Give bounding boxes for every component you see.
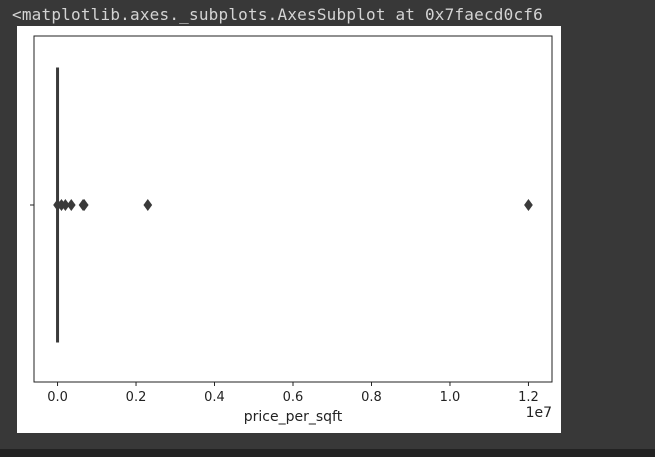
- x-axis-label: price_per_sqft: [244, 409, 343, 425]
- x-tick-label: 1.0: [440, 390, 461, 405]
- outlier-point: [524, 198, 533, 212]
- boxplot-chart: 0.0 0.2 0.4 0.6 0.8 1.0 1.2 price_per_sqft 1e7: [30, 35, 553, 425]
- x-offset-label: 1e7: [526, 405, 552, 421]
- figure: 0.0 0.2 0.4 0.6 0.8 1.0 1.2 price_per_sqft 1e7: [17, 26, 561, 433]
- outlier-point: [79, 198, 89, 212]
- axes-frame: [33, 35, 553, 383]
- x-tick-label: 0.8: [361, 390, 382, 405]
- x-tick-label: 0.6: [283, 390, 304, 405]
- x-tick-label: 1.2: [518, 390, 539, 405]
- x-tick-label: 0.4: [204, 390, 225, 405]
- bottom-strip: [0, 449, 655, 457]
- outlier-point: [143, 198, 153, 212]
- x-tick-label: 0.0: [47, 390, 68, 405]
- outlier-group: [53, 198, 533, 212]
- outlier-point: [61, 198, 70, 212]
- outlier-point: [66, 198, 76, 212]
- x-axis-ticks: 0.0 0.2 0.4 0.6 0.8 1.0 1.2: [47, 382, 539, 405]
- x-tick-label: 0.2: [126, 390, 147, 405]
- output-repr-text: <matplotlib.axes._subplots.AxesSubplot a…: [12, 5, 543, 24]
